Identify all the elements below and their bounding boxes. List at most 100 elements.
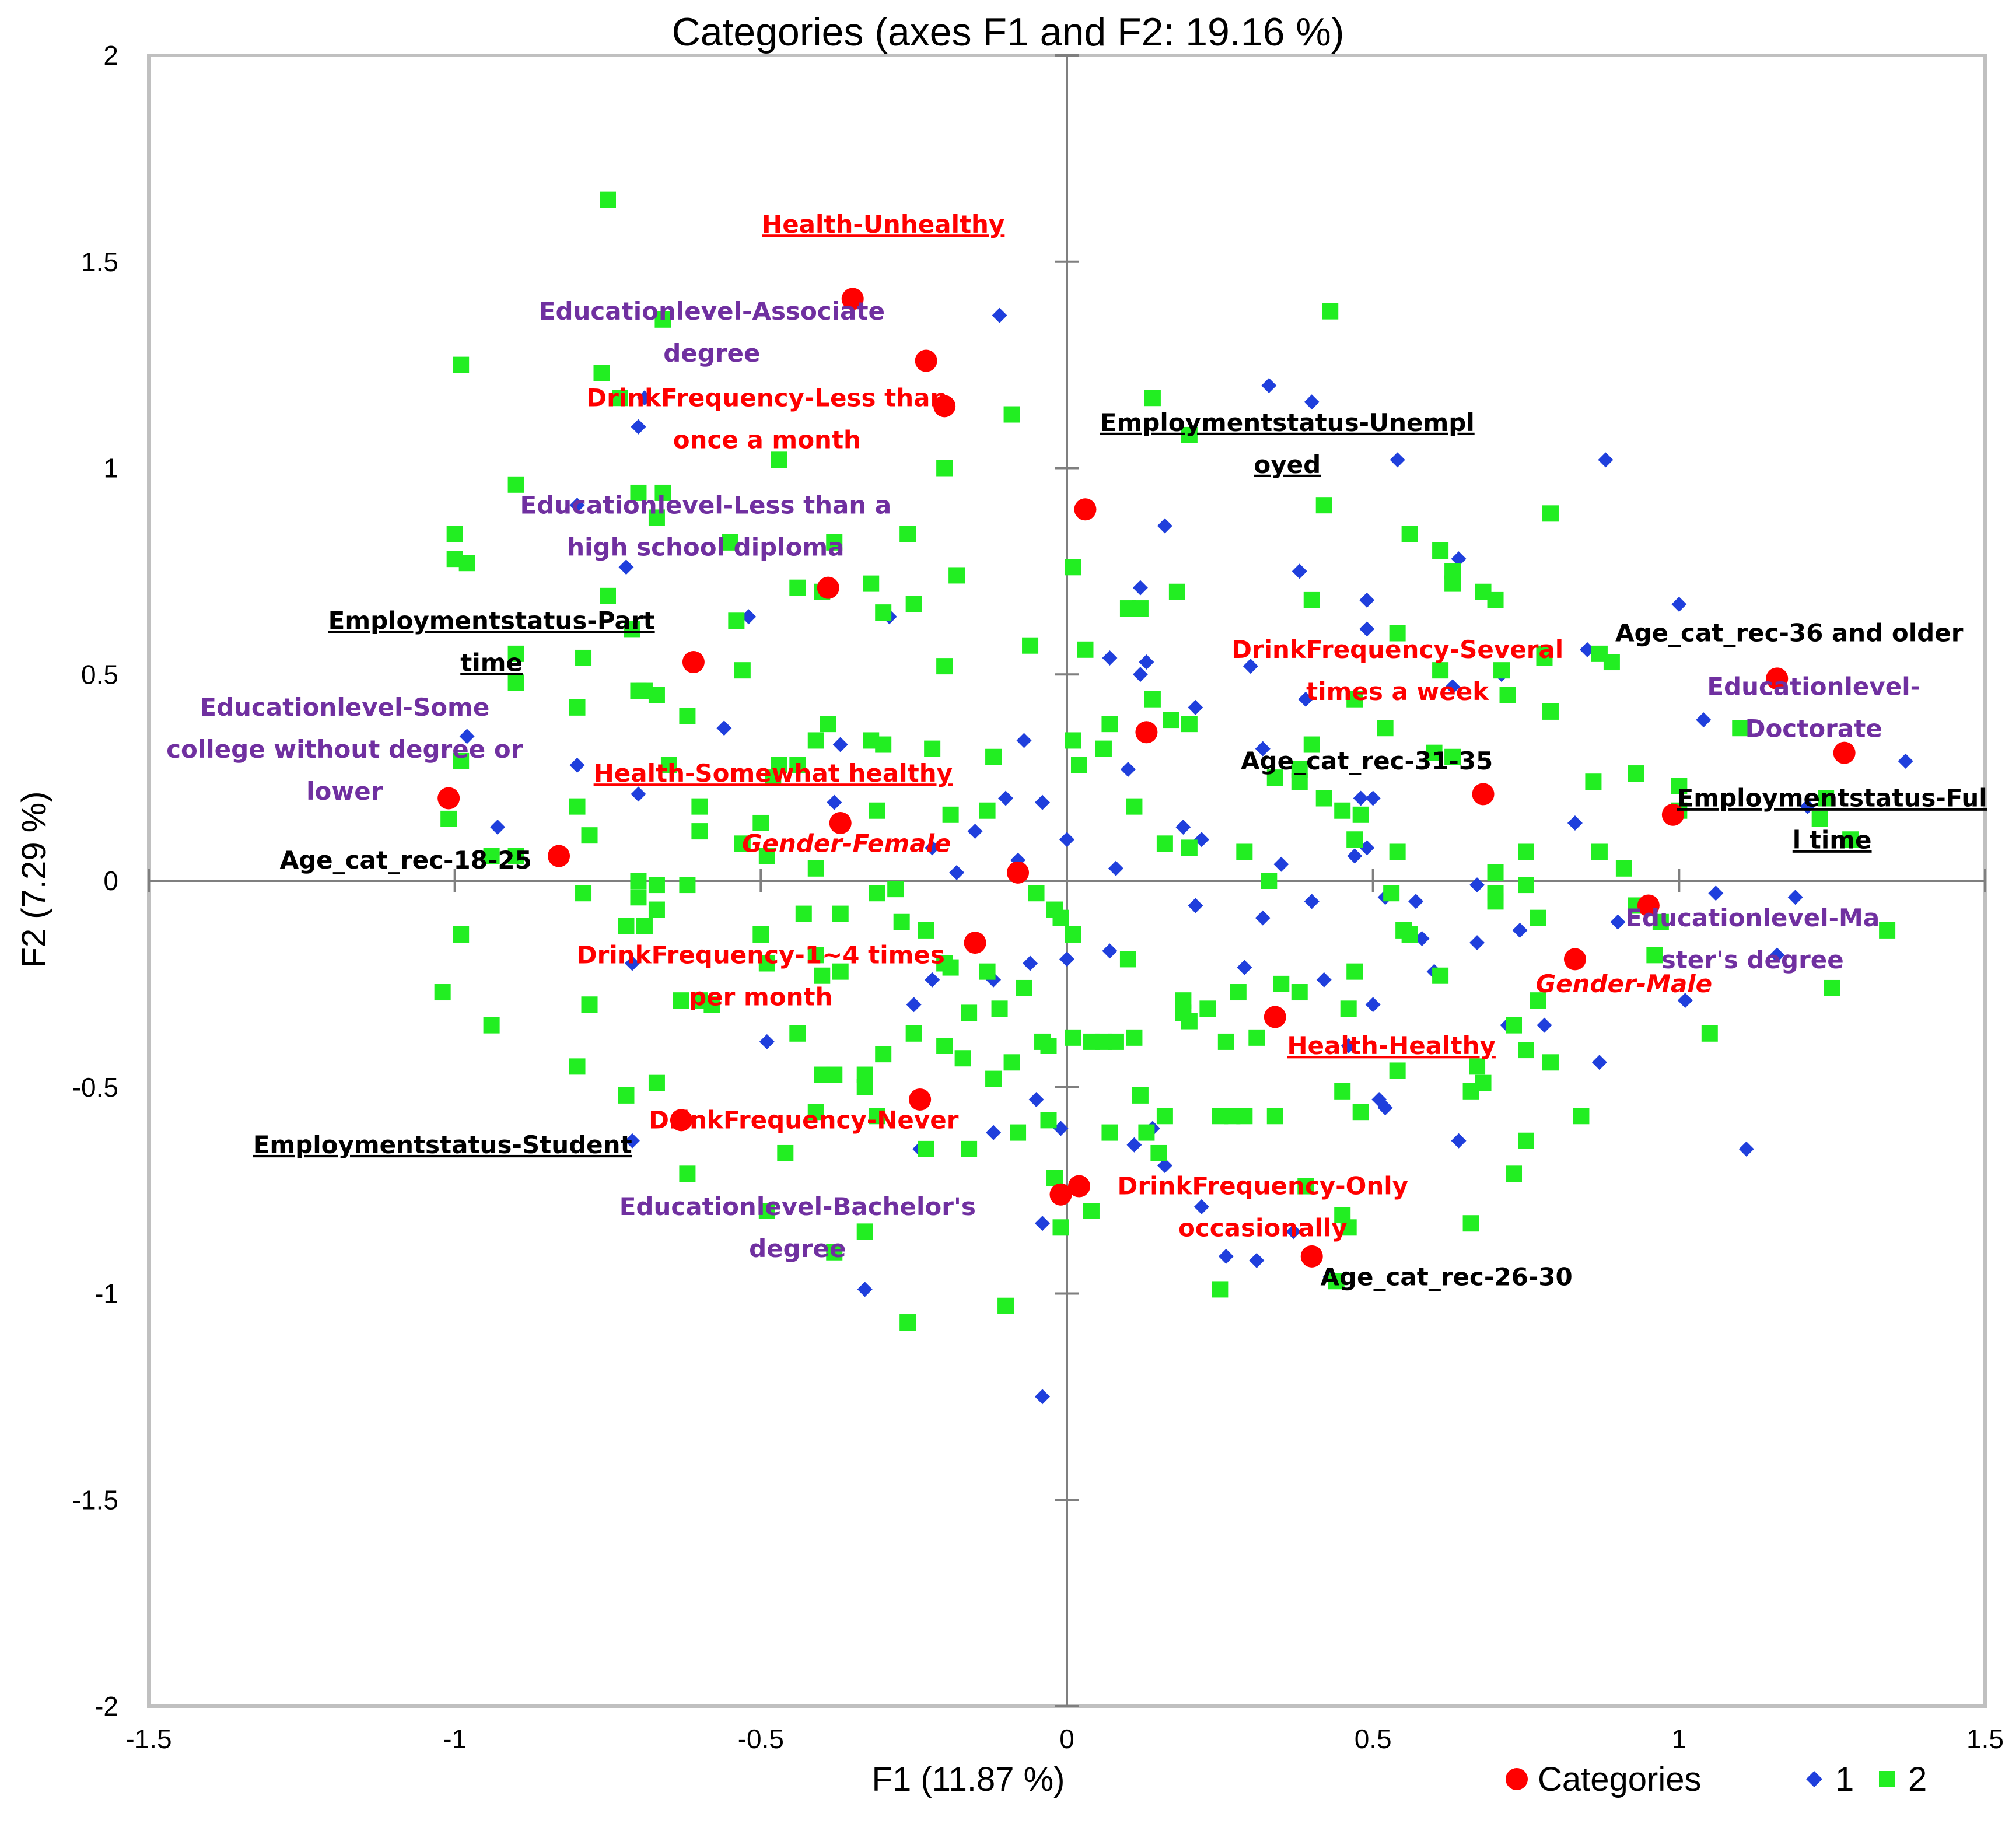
- series-1-point: [1261, 378, 1277, 393]
- legend-label: 2: [1908, 1760, 1927, 1798]
- series-2-point: [1181, 839, 1198, 856]
- series-2-point: [832, 963, 849, 980]
- series-2-point: [575, 885, 592, 902]
- series-1-point: [1359, 840, 1375, 856]
- category-label: Educationlevel-: [1707, 673, 1920, 701]
- series-1-point: [827, 794, 842, 810]
- series-1-point: [1359, 592, 1375, 608]
- series-2-point: [752, 926, 769, 943]
- series-2-point: [1266, 769, 1283, 786]
- series-2-point: [660, 757, 677, 773]
- category-label: per month: [689, 983, 832, 1011]
- series-2-point: [875, 1046, 892, 1063]
- series-2-point: [1671, 778, 1688, 794]
- series-2-point: [1010, 1124, 1027, 1141]
- series-2-point: [758, 1203, 775, 1219]
- series-1-point: [1126, 1137, 1142, 1153]
- series-2-point: [1432, 662, 1449, 679]
- series-2-point: [1701, 1025, 1718, 1042]
- category-point: [1300, 1245, 1323, 1268]
- category-label: Educationlevel-Ma: [1625, 904, 1880, 932]
- series-1-point: [986, 1125, 1002, 1140]
- category-label: ster's degree: [1661, 946, 1844, 974]
- series-2-point: [814, 967, 831, 984]
- category-points: [438, 288, 1856, 1268]
- series-2-point: [1315, 790, 1332, 807]
- legend: Categories 1 2: [1506, 1760, 1927, 1798]
- y-axis-title: F2 (7.29 %): [15, 792, 53, 968]
- series-2-point: [679, 877, 696, 894]
- series-2-point: [942, 959, 959, 976]
- series-2-point: [704, 996, 720, 1013]
- series-1-point: [1353, 790, 1368, 806]
- series-1-point: [1059, 832, 1074, 848]
- series-2-point: [1346, 963, 1363, 980]
- series-1-point: [1414, 931, 1430, 947]
- series-2-point: [600, 587, 616, 604]
- category-point: [1068, 1175, 1090, 1198]
- series-2-point: [1126, 1029, 1143, 1046]
- series-2-point: [1217, 1033, 1234, 1050]
- series-2-point: [508, 645, 524, 662]
- series-2-point: [1499, 687, 1516, 703]
- series-2-point: [869, 1108, 886, 1125]
- series-1-point: [998, 790, 1014, 806]
- series-2-point: [1432, 542, 1449, 559]
- category-label: Gender-Male: [1536, 969, 1713, 998]
- series-2-point: [1003, 1054, 1020, 1071]
- series-2-point: [1052, 1219, 1069, 1236]
- x-axis-title: F1 (11.87 %): [872, 1760, 1065, 1798]
- category-label: college without degree or: [166, 735, 523, 764]
- series-1-point: [1237, 960, 1252, 975]
- series-2-point: [1628, 765, 1644, 782]
- series-1-point: [1035, 1389, 1051, 1405]
- series-2-point: [893, 913, 910, 930]
- y-tick-label: 1.5: [81, 247, 118, 277]
- category-label: DrinkFrequency-Several: [1231, 635, 1563, 664]
- series-2-point: [1132, 1087, 1149, 1104]
- series-2-point: [453, 752, 470, 769]
- series-1-point: [1102, 943, 1118, 959]
- y-tick-label: -2: [94, 1691, 118, 1721]
- series-2-point: [1291, 773, 1308, 790]
- series-1-point: [1598, 452, 1614, 468]
- series-1-point: [1132, 667, 1148, 682]
- series-1-point: [1677, 993, 1693, 1009]
- series-1-point: [1157, 518, 1172, 534]
- series-2-point: [1315, 497, 1332, 514]
- series-2-point: [440, 810, 457, 827]
- series-2-point: [795, 905, 812, 922]
- series-2-point: [1603, 654, 1620, 671]
- series-1-point: [1591, 1055, 1607, 1070]
- category-point: [1049, 1183, 1072, 1206]
- series-2-point: [942, 806, 959, 823]
- series-2-point: [453, 926, 470, 943]
- series-1-point: [857, 1282, 873, 1297]
- series-1-point: [459, 729, 475, 744]
- series-2-point: [434, 984, 451, 1001]
- series-1-point: [1132, 580, 1148, 596]
- legend-marker-series-1: [1806, 1771, 1822, 1787]
- y-tick-labels: -2 -1.5 -1 -0.5 0 0.5 1 1.5 2: [72, 40, 118, 1721]
- series-2-point: [1199, 1000, 1216, 1017]
- series-2-point: [1291, 984, 1308, 1001]
- series-1-point: [1023, 955, 1038, 971]
- series-2-point: [1377, 720, 1394, 737]
- series-2-point: [1340, 1219, 1357, 1236]
- series-2-point: [918, 1140, 935, 1157]
- y-tick-label: 2: [103, 40, 118, 71]
- series-1-point: [1451, 551, 1466, 567]
- series-2-point: [1303, 591, 1320, 608]
- series-2-point: [807, 1104, 824, 1121]
- category-label: DrinkFrequency-Less than: [586, 383, 947, 412]
- category-point: [1074, 498, 1097, 521]
- series-1-point: [1286, 1224, 1301, 1240]
- series-2-point: [1530, 909, 1546, 926]
- series-1-point: [992, 307, 1007, 323]
- series-1-point: [1016, 733, 1032, 748]
- series-2-point: [1065, 732, 1082, 749]
- series-2-point: [807, 732, 824, 749]
- series-1-point: [925, 840, 940, 856]
- series-2-point: [1352, 1104, 1369, 1121]
- series-2-point: [1487, 893, 1504, 910]
